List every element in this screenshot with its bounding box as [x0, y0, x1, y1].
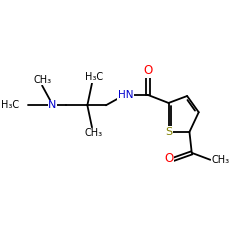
Text: O: O	[164, 152, 173, 165]
Text: CH₃: CH₃	[84, 128, 102, 138]
Text: H₃C: H₃C	[1, 100, 19, 110]
Text: S: S	[165, 127, 172, 137]
Text: O: O	[143, 64, 152, 77]
Text: H₃C: H₃C	[84, 72, 102, 83]
Text: N: N	[48, 100, 57, 110]
Text: CH₃: CH₃	[211, 155, 229, 165]
Text: HN: HN	[118, 90, 134, 100]
Text: CH₃: CH₃	[33, 75, 51, 85]
Text: H₃C: H₃C	[85, 72, 103, 82]
